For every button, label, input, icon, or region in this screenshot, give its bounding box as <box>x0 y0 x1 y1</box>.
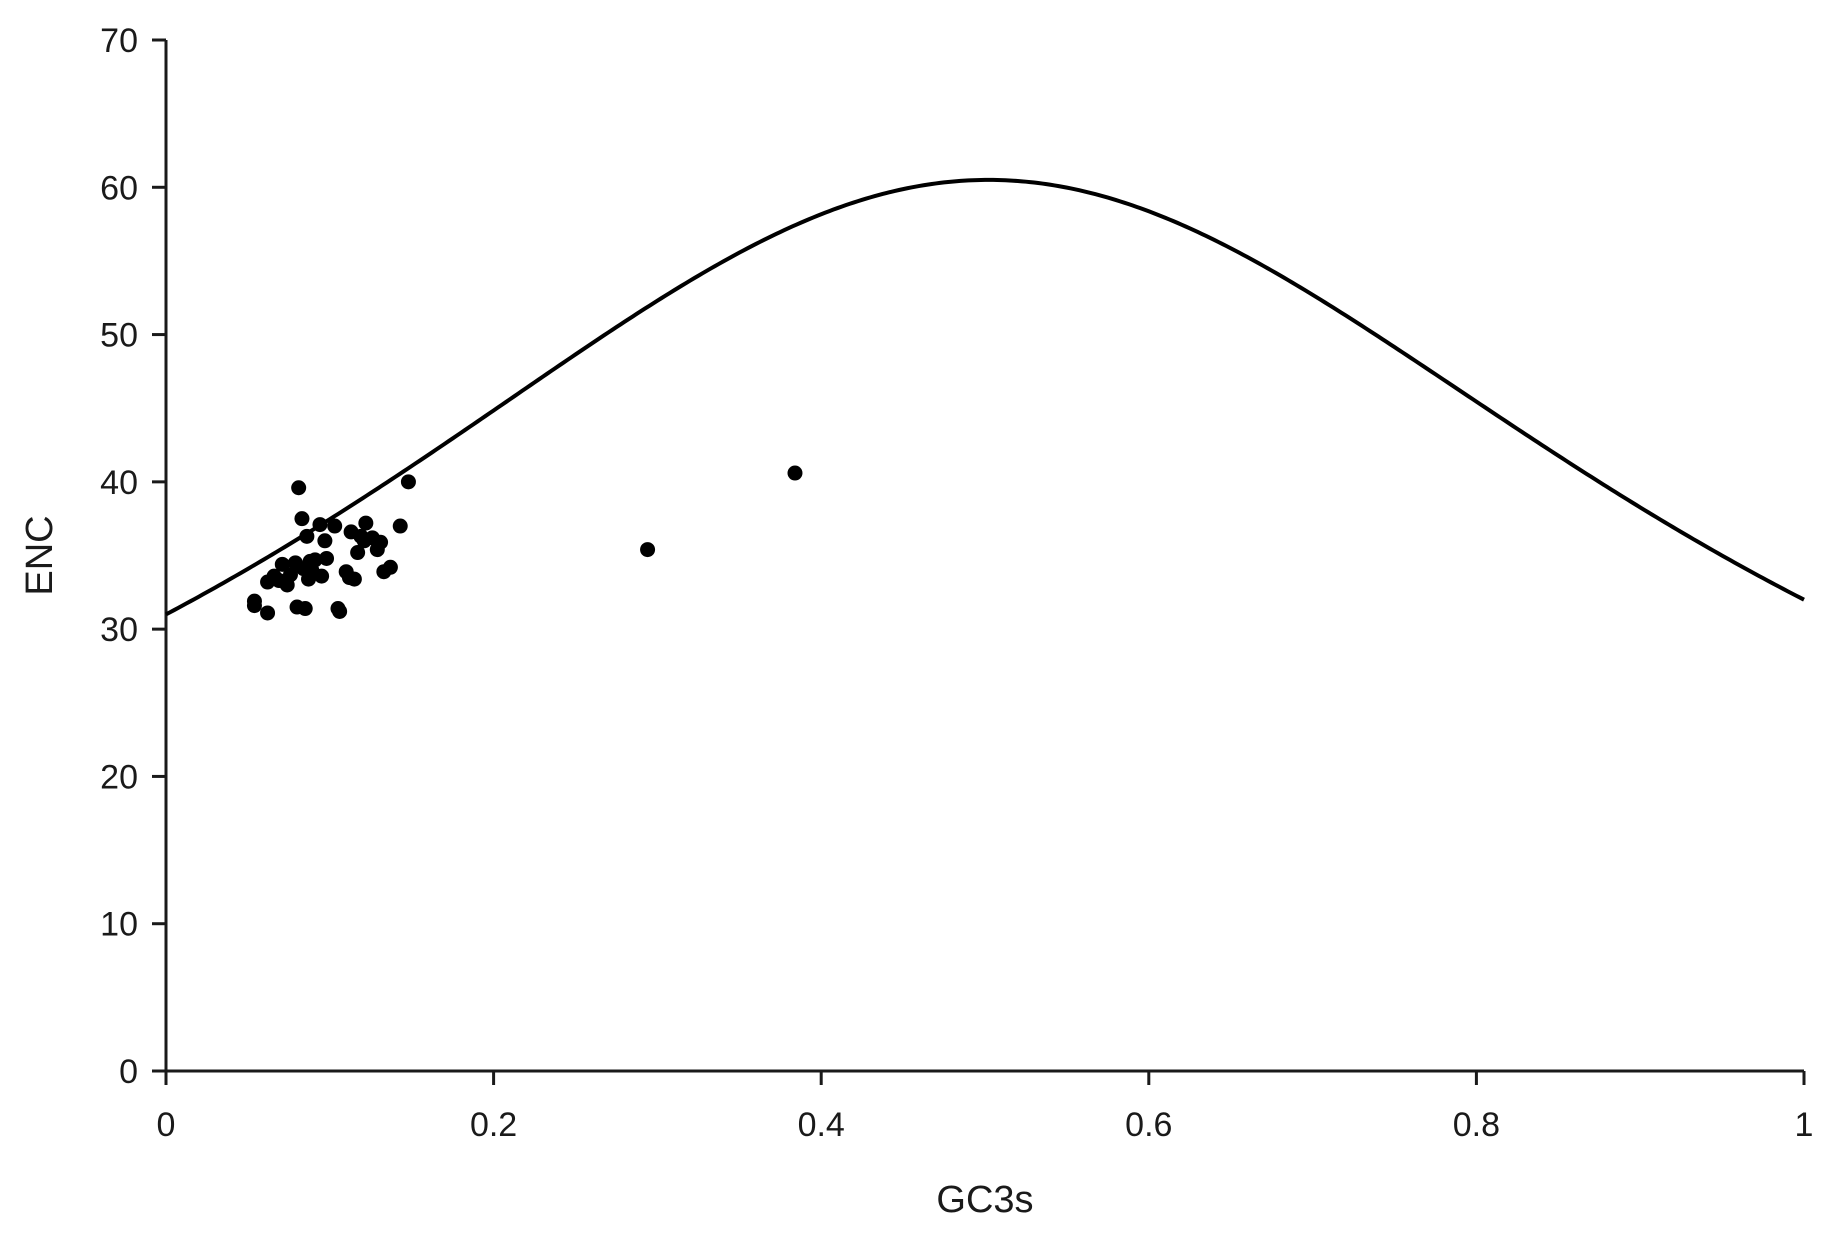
data-point <box>640 542 656 558</box>
data-point <box>373 534 389 550</box>
x-tick-label: 0.6 <box>1125 1106 1172 1144</box>
data-point <box>319 550 335 566</box>
y-tick-label: 30 <box>100 611 138 649</box>
data-point <box>346 571 362 587</box>
y-tick-label: 60 <box>100 169 138 207</box>
y-axis: 0 10 20 30 40 50 60 70 <box>100 22 168 1091</box>
data-point <box>297 601 313 617</box>
data-point <box>294 511 310 527</box>
x-tick-label: 0.2 <box>470 1106 517 1144</box>
data-point <box>274 556 290 572</box>
y-ticks: 0 10 20 30 40 50 60 70 <box>100 22 166 1091</box>
x-axis-title: GC3s <box>936 1179 1033 1221</box>
data-point <box>327 518 343 534</box>
data-point <box>787 465 803 481</box>
data-point <box>400 474 416 490</box>
y-tick-label: 70 <box>100 22 138 60</box>
y-tick-label: 0 <box>119 1053 138 1091</box>
data-point <box>282 567 298 583</box>
y-axis-title: ENC <box>19 515 61 595</box>
y-tick-label: 50 <box>100 317 138 355</box>
data-point <box>291 480 307 496</box>
y-tick-label: 20 <box>100 758 138 796</box>
x-tick-label: 0.8 <box>1453 1106 1500 1144</box>
y-tick-label: 40 <box>100 464 138 502</box>
data-point <box>382 559 398 575</box>
data-point <box>358 515 374 531</box>
data-points <box>246 465 803 621</box>
data-point <box>307 552 323 568</box>
data-point <box>299 528 315 544</box>
x-tick-label: 1 <box>1795 1106 1814 1144</box>
data-point <box>314 568 330 584</box>
data-point <box>260 605 276 621</box>
x-axis: 0 0.2 0.4 0.6 0.8 1 <box>157 1069 1814 1144</box>
data-point <box>312 517 328 533</box>
data-point <box>392 518 408 534</box>
data-point <box>317 533 333 549</box>
expected-enc-curve <box>165 177 1805 617</box>
y-tick-label: 10 <box>100 906 138 944</box>
data-point <box>350 545 366 561</box>
data-point <box>332 603 348 619</box>
x-tick-label: 0.4 <box>798 1106 845 1144</box>
x-ticks: 0 0.2 0.4 0.6 0.8 1 <box>157 1071 1814 1144</box>
data-point <box>246 598 262 614</box>
x-tick-label: 0 <box>157 1106 176 1144</box>
